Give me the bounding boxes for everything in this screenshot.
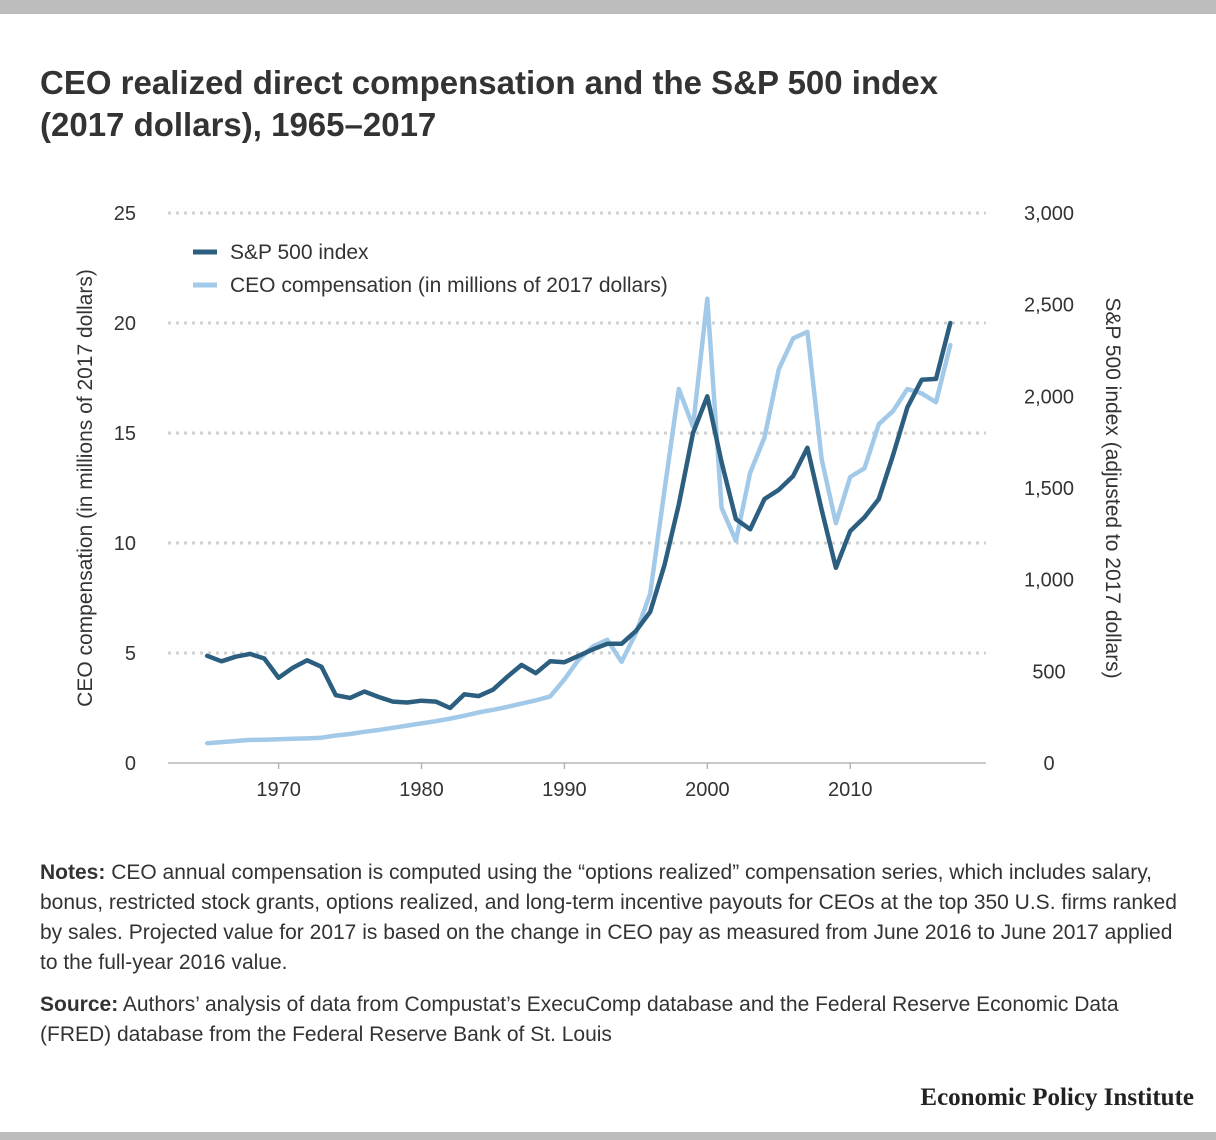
left-axis-title: CEO compensation (in millions of 2017 do… — [74, 269, 97, 707]
right-tick-label: 2,500 — [1024, 295, 1074, 317]
line-chart: 0 5 10 15 20 25 0 500 1,000 1,500 2,000 2,500 3,000… — [74, 203, 1124, 801]
source-text: Authors’ analysis of data from Compustat… — [40, 993, 1119, 1046]
right-tick-label: 0 — [1043, 753, 1054, 775]
notes-text: CEO annual compensation is computed usin… — [40, 861, 1177, 974]
bottom-border-bar — [0, 1132, 1216, 1140]
notes-paragraph: Notes: CEO annual compensation is comput… — [40, 858, 1180, 978]
chart-title: CEO realized direct compensation and the… — [40, 62, 1180, 146]
title-line-2: (2017 dollars), 1965–2017 — [40, 106, 437, 143]
source-label: Source: — [40, 993, 119, 1016]
right-tick-label: 500 — [1032, 661, 1065, 683]
title-line-1: CEO realized direct compensation and the… — [40, 64, 938, 101]
left-tick-label: 10 — [114, 533, 136, 555]
x-tick-label: 2010 — [828, 779, 873, 801]
left-tick-label: 20 — [114, 313, 136, 335]
left-axis-ticks: 0 5 10 15 20 25 — [114, 203, 136, 775]
notes-section: Notes: CEO annual compensation is comput… — [40, 858, 1180, 1062]
x-tick-label: 1980 — [399, 779, 444, 801]
notes-label: Notes: — [40, 861, 106, 884]
top-border-bar — [0, 0, 1216, 14]
right-tick-label: 1,000 — [1024, 570, 1074, 592]
x-tick-label: 1970 — [256, 779, 301, 801]
x-axis-ticks: 1970 1980 1990 2000 2010 — [256, 763, 872, 801]
x-tick-label: 2000 — [685, 779, 730, 801]
sp500-line — [204, 320, 953, 711]
right-tick-label: 3,000 — [1024, 203, 1074, 225]
ceo-compensation-line — [204, 296, 953, 746]
source-paragraph: Source: Authors’ analysis of data from C… — [40, 990, 1180, 1050]
right-tick-label: 2,000 — [1024, 386, 1074, 408]
x-tick-label: 1990 — [542, 779, 587, 801]
publisher-logo: Economic Policy Institute — [920, 1084, 1194, 1111]
right-tick-label: 1,500 — [1024, 478, 1074, 500]
left-tick-label: 0 — [125, 753, 136, 775]
legend: S&P 500 index CEO compensation (in milli… — [193, 241, 668, 297]
series-lines — [204, 296, 953, 746]
gridlines — [168, 211, 986, 655]
left-tick-label: 5 — [125, 643, 136, 665]
legend-label-ceo-compensation: CEO compensation (in millions of 2017 do… — [230, 274, 668, 297]
left-tick-label: 25 — [114, 203, 136, 225]
right-axis-title: S&P 500 index (adjusted to 2017 dollars) — [1101, 297, 1124, 678]
right-axis-ticks: 0 500 1,000 1,500 2,000 2,500 3,000 — [1024, 203, 1074, 775]
left-tick-label: 15 — [114, 423, 136, 445]
legend-label-sp500: S&P 500 index — [230, 241, 369, 264]
